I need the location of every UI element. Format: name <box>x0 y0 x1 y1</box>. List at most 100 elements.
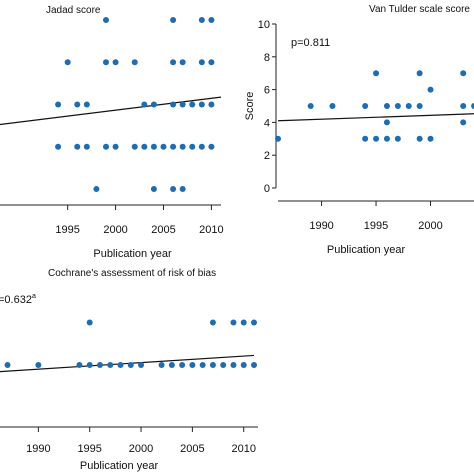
y-tick-label: 8 <box>264 52 270 64</box>
data-point <box>96 362 103 368</box>
data-point <box>83 143 90 150</box>
data-point <box>141 101 148 108</box>
data-point <box>307 103 314 109</box>
data-point <box>208 143 215 150</box>
x-tick-label: 2005 <box>151 224 175 236</box>
y-axis-label: Score <box>244 92 256 121</box>
data-point <box>141 143 148 150</box>
data-point <box>160 143 167 150</box>
y-tick-label: 2 <box>264 150 270 162</box>
data-point <box>86 362 93 368</box>
data-point <box>170 59 177 66</box>
data-point <box>86 319 93 326</box>
chart-title: Van Tulder scale score <box>369 4 470 15</box>
data-point <box>103 59 109 66</box>
data-point <box>460 103 467 109</box>
x-axis-label: Publication year <box>327 244 406 256</box>
data-point <box>170 101 177 108</box>
data-point <box>170 17 177 23</box>
y-tick-label: 6 <box>264 85 270 97</box>
x-tick-label: 2000 <box>103 224 127 236</box>
data-point <box>127 362 134 368</box>
data-point <box>208 17 215 23</box>
data-point <box>107 362 114 368</box>
data-point <box>150 143 157 150</box>
data-point <box>427 135 434 142</box>
x-tick-label: 1995 <box>77 443 101 455</box>
chart-panel-2: Van Tulder scale score 1990 1995 2000 Public… <box>244 4 474 256</box>
data-point <box>112 143 119 150</box>
data-point <box>251 319 257 326</box>
data-point <box>427 86 434 93</box>
data-point <box>362 135 369 142</box>
data-point <box>275 135 281 142</box>
data-point <box>117 362 124 368</box>
x-tick-label: 2005 <box>180 443 204 455</box>
x-tick-label: 1995 <box>364 220 388 232</box>
x-axis-label: Publication year <box>93 248 172 260</box>
x-tick-label: 1995 <box>55 224 79 236</box>
trend-line <box>0 96 222 126</box>
data-point <box>179 101 186 108</box>
data-point <box>383 119 390 126</box>
data-point <box>179 143 186 150</box>
data-point <box>416 103 423 109</box>
data-point <box>150 186 157 192</box>
chart-panel-1: Jadad score 1995 2000 2005 2010 Publication y… <box>0 5 224 260</box>
data-point <box>150 101 157 108</box>
data-point <box>416 135 423 142</box>
data-point <box>240 319 247 326</box>
data-point <box>35 362 42 368</box>
data-point <box>383 103 390 109</box>
x-tick-label: 2000 <box>418 220 442 232</box>
data-point <box>208 59 215 66</box>
data-point <box>55 101 62 108</box>
data-point <box>471 103 474 109</box>
data-point <box>208 101 215 108</box>
data-point <box>189 101 196 108</box>
data-point <box>362 103 369 109</box>
y-tick-label: 4 <box>264 117 270 129</box>
data-point <box>460 70 467 77</box>
data-point <box>170 186 177 192</box>
data-point <box>199 362 206 368</box>
p-value-annotation: p=0.811 <box>291 37 330 49</box>
data-point <box>394 135 401 142</box>
data-point <box>4 362 11 368</box>
y-tick-label: 0 <box>264 183 270 195</box>
data-point <box>230 362 237 368</box>
data-point <box>329 103 336 109</box>
data-point <box>198 101 205 108</box>
y-tick-label: 10 <box>258 19 270 31</box>
x-tick-label: 1990 <box>26 443 50 455</box>
data-point <box>168 362 175 368</box>
data-point <box>76 362 83 368</box>
data-point <box>251 362 257 368</box>
x-tick-label: 2010 <box>231 443 255 455</box>
data-point <box>230 319 237 326</box>
data-point <box>138 362 145 368</box>
x-axis-label: Publication year <box>80 460 159 472</box>
data-point <box>55 143 62 150</box>
chart-panel-3: Cochrane's assessment of risk of bias 199… <box>0 268 258 472</box>
data-point <box>170 143 177 150</box>
data-point <box>240 362 247 368</box>
x-tick-label: 1990 <box>309 220 333 232</box>
data-point <box>373 135 380 142</box>
data-point <box>416 70 423 77</box>
data-point <box>103 143 109 150</box>
data-point <box>112 59 119 66</box>
chart-title: Jadad score <box>46 5 101 16</box>
x-tick-label: 2000 <box>129 443 153 455</box>
data-point <box>179 186 186 192</box>
data-point <box>93 186 100 192</box>
data-point <box>220 362 227 368</box>
data-point <box>189 143 196 150</box>
data-point <box>83 101 90 108</box>
data-point <box>460 119 467 126</box>
data-point <box>64 59 71 66</box>
data-point <box>158 362 165 368</box>
data-point <box>179 59 186 66</box>
data-point <box>189 362 196 368</box>
data-point <box>74 101 81 108</box>
